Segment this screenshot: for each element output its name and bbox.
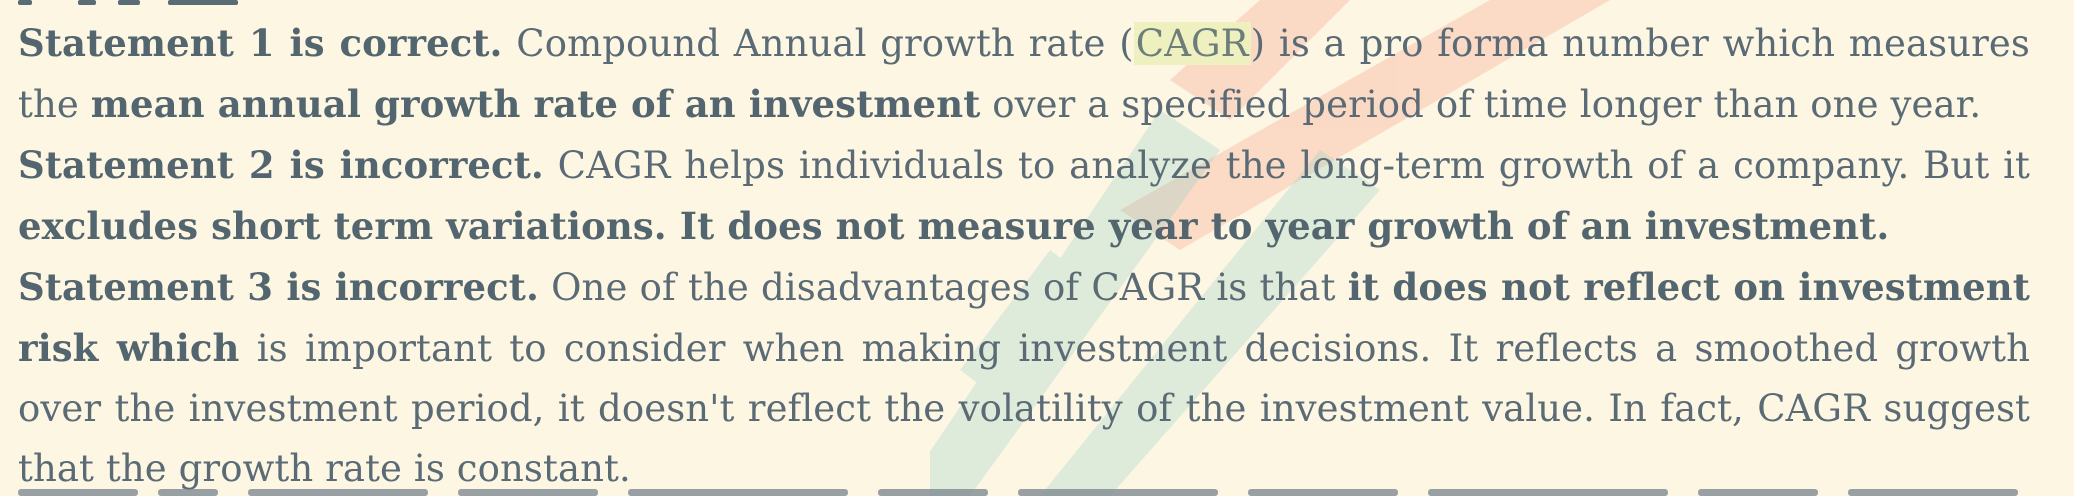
clipped-heading-fragment bbox=[18, 0, 258, 6]
statement-1-text: Compound Annual growth rate ( bbox=[502, 22, 1134, 65]
statement-3-label: Statement 3 is incorrect. bbox=[18, 265, 539, 309]
statement-2-paragraph: Statement 2 is incorrect. CAGR helps ind… bbox=[18, 135, 2030, 257]
statement-3-text-2: is important to consider when making inv… bbox=[18, 327, 2031, 490]
statement-2-label: Statement 2 is incorrect. bbox=[18, 143, 544, 187]
clipped-next-line-fragment bbox=[18, 488, 2028, 496]
statement-2-text: CAGR helps individuals to analyze the lo… bbox=[543, 144, 2030, 187]
statement-1-emphasis: mean annual growth rate of an investment bbox=[90, 82, 981, 126]
statement-3-emphasis: it does not reflect on investment risk w… bbox=[18, 265, 2030, 370]
explanation-body: Statement 1 is correct. Compound Annual … bbox=[18, 13, 2030, 496]
statement-2-emphasis: excludes short term variations. It does … bbox=[18, 204, 1890, 248]
statement-1-text-2: ) is a pro forma number which measures t… bbox=[18, 22, 2030, 126]
cagr-highlight: CAGR bbox=[1133, 22, 1251, 65]
statement-1-text-3: over a specified period of time longer t… bbox=[980, 83, 1982, 126]
statement-3-paragraph: Statement 3 is incorrect. One of the dis… bbox=[18, 257, 2030, 496]
statement-1-paragraph: Statement 1 is correct. Compound Annual … bbox=[18, 13, 2030, 135]
statement-1-label: Statement 1 is correct. bbox=[18, 21, 503, 65]
statement-3-text: One of the disadvantages of CAGR is that bbox=[538, 266, 1348, 309]
